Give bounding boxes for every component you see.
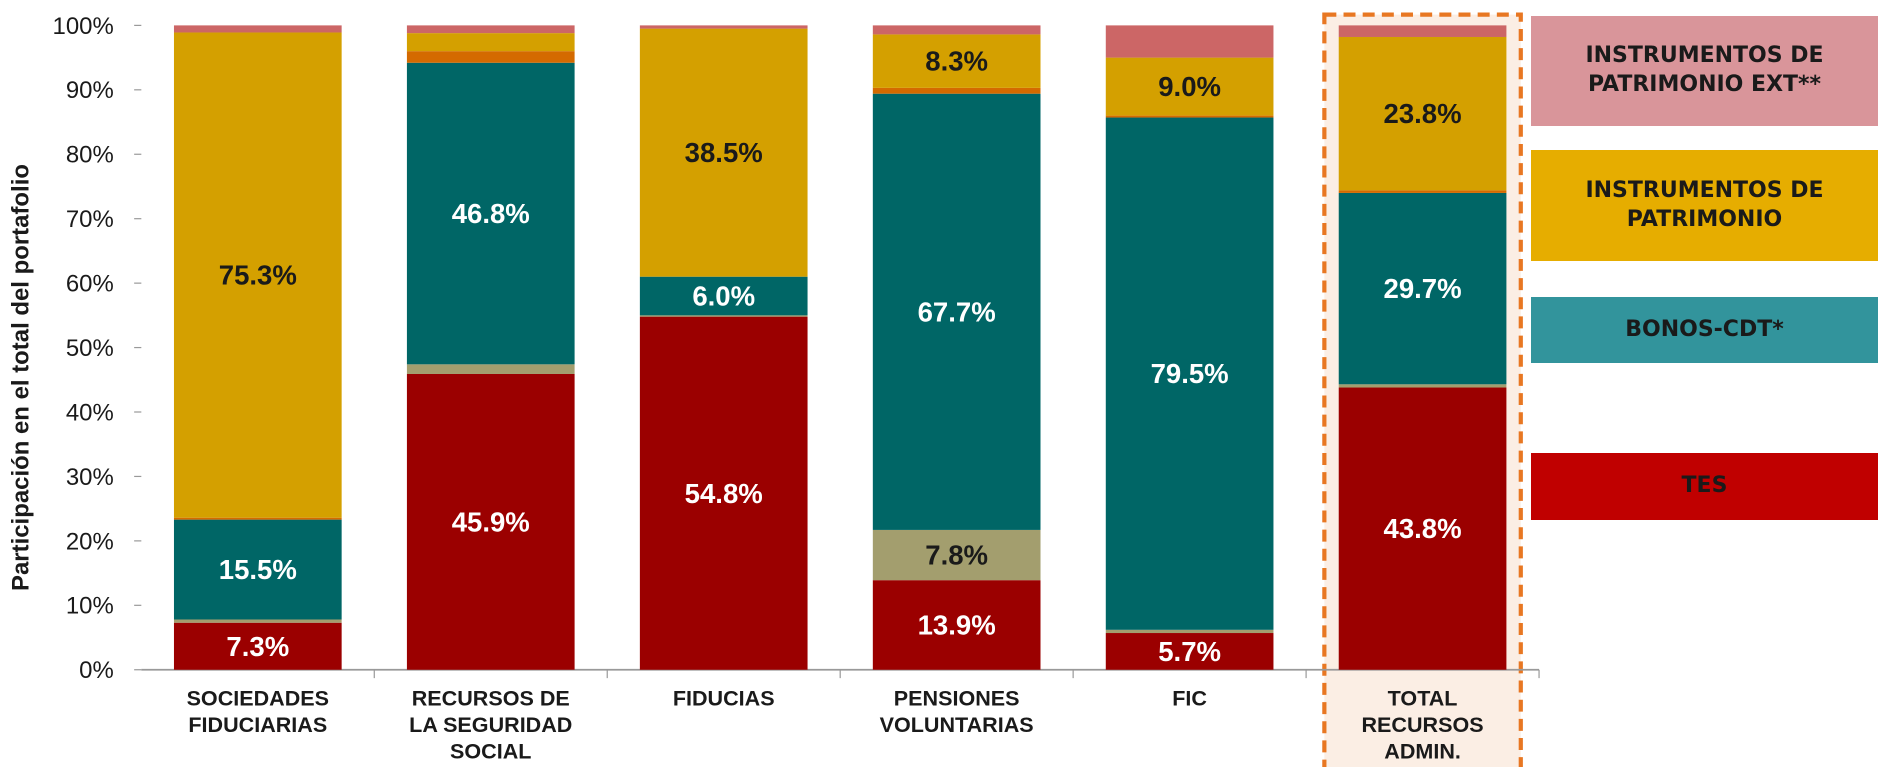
x-tick-label: LA SEGURIDAD (409, 712, 572, 737)
data-label: 5.7% (1158, 636, 1221, 667)
bar-segment (1338, 25, 1507, 37)
y-tick-label: 80% (66, 142, 114, 169)
data-label: 15.5% (219, 554, 297, 585)
x-tick-label: SOCIAL (450, 738, 531, 763)
bar-segment (1105, 633, 1274, 670)
legend-entry: INSTRUMENTOS DE PATRIMONIO EXT** (1531, 16, 1878, 126)
data-label: 43.8% (1384, 513, 1462, 544)
bar-segment (872, 34, 1041, 88)
y-tick-label: 60% (66, 271, 114, 298)
bar-segment (639, 316, 808, 670)
y-tick-label: 90% (66, 77, 114, 104)
data-label: 54.8% (685, 478, 763, 509)
data-label: 79.5% (1151, 358, 1229, 389)
data-label: 75.3% (219, 260, 297, 291)
x-tick-label: RECURSOS DE (412, 686, 570, 711)
x-tick-label: RECURSOS (1362, 712, 1484, 737)
bar-segment (1338, 192, 1507, 385)
y-tick-label: 20% (66, 528, 114, 555)
data-label: 67.7% (918, 296, 996, 327)
bar-segment (872, 529, 1041, 581)
data-label: 8.3% (925, 46, 988, 77)
y-tick-label: 70% (66, 206, 114, 233)
x-tick-label: SOCIEDADES (187, 686, 329, 711)
bar-segment (1105, 57, 1274, 116)
bar-segment (173, 25, 342, 33)
bar-segment (1338, 384, 1507, 388)
bar-segment (1105, 25, 1274, 58)
y-tick-label: 0% (79, 657, 114, 684)
bar-segment (406, 33, 575, 52)
data-label: 38.5% (685, 137, 763, 168)
x-tick-label: TOTAL (1388, 686, 1458, 711)
bar-segment (173, 622, 342, 670)
y-tick-label: 30% (66, 464, 114, 491)
bar-segment (872, 580, 1041, 670)
y-tick-label: 40% (66, 399, 114, 426)
bar-segment (173, 32, 342, 518)
bar-segment (406, 373, 575, 670)
bar-segment (1338, 387, 1507, 670)
bar-segment (872, 93, 1041, 530)
y-tick-label: 100% (53, 13, 114, 40)
x-tick-label: PENSIONES (894, 686, 1020, 711)
data-label: 29.7% (1384, 273, 1462, 304)
y-tick-label: 50% (66, 335, 114, 362)
data-label: 23.8% (1384, 98, 1462, 129)
data-label: 7.8% (925, 540, 988, 571)
x-tick-label: FIDUCIAS (673, 686, 775, 711)
y-tick-label: 10% (66, 593, 114, 620)
bar-segment (639, 315, 808, 317)
legend-entry: TES (1531, 453, 1878, 520)
bar-segment (872, 25, 1041, 35)
bar-segment (639, 25, 808, 29)
bar-segment (173, 519, 342, 620)
bar-segment (1338, 190, 1507, 193)
bar-segment (872, 87, 1041, 94)
bar-segment (406, 25, 575, 34)
bar-segment (406, 364, 575, 374)
data-label: 13.9% (918, 610, 996, 641)
x-tick-label: ADMIN. (1384, 738, 1461, 763)
bar-segment (406, 62, 575, 365)
data-label: 6.0% (692, 281, 755, 312)
bar-segment (173, 619, 342, 623)
x-tick-label: FIDUCIARIAS (188, 712, 327, 737)
data-label: 9.0% (1158, 71, 1221, 102)
data-label: 45.9% (452, 506, 530, 537)
legend-entry: INSTRUMENTOS DE PATRIMONIO (1531, 150, 1878, 261)
bar-segment (1338, 36, 1507, 191)
bar-segment (1105, 115, 1274, 118)
x-tick-label: FIC (1172, 686, 1207, 711)
bar-segment (639, 276, 808, 316)
y-axis-title: Participación en el total del portafolio (8, 164, 35, 591)
data-label: 46.8% (452, 198, 530, 229)
bar-segment (406, 51, 575, 63)
bar-segment (1105, 629, 1274, 634)
bar-segment (173, 517, 342, 520)
bar-segment (1105, 117, 1274, 630)
legend-entry: BONOS-CDT* (1531, 297, 1878, 363)
x-tick-label: VOLUNTARIAS (880, 712, 1034, 737)
data-label: 7.3% (226, 631, 289, 662)
bar-segment (639, 28, 808, 277)
